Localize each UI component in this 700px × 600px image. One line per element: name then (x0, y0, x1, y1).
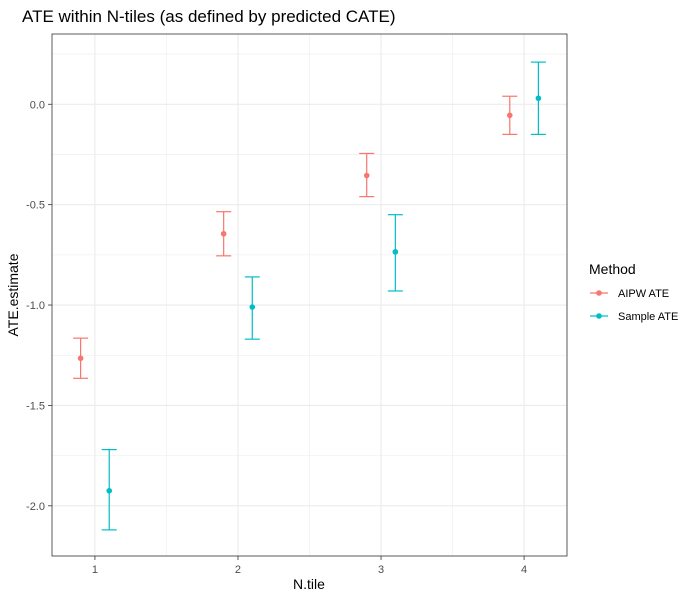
legend-key-point (596, 313, 602, 319)
y-tick-label: -2.0 (26, 501, 45, 513)
series-aipw-ate (73, 95, 518, 379)
x-tick-label: 3 (378, 564, 384, 576)
legend-label: AIPW ATE (618, 288, 669, 300)
y-axis: 0.0 -0.5 -1.0 -1.5 -2.0 (26, 99, 52, 513)
y-tick-label: -0.5 (26, 200, 45, 212)
legend-title: Method (589, 261, 636, 277)
data-point (220, 230, 227, 237)
y-tick-label: -1.5 (26, 400, 45, 412)
data-point (392, 249, 399, 255)
legend-item: Sample ATE (590, 311, 678, 323)
grid-lines (52, 34, 567, 557)
legend-key-point (596, 290, 602, 296)
legend-item: AIPW ATE (590, 288, 669, 300)
series-sample-ate (101, 61, 546, 531)
legend-label: Sample ATE (618, 311, 678, 323)
chart-title: ATE within N-tiles (as defined by predic… (22, 7, 396, 26)
data-point (363, 172, 370, 179)
data-point (249, 304, 256, 310)
x-tick-label: 2 (235, 564, 241, 576)
y-tick-label: -1.0 (26, 300, 45, 312)
data-point (106, 487, 113, 494)
x-axis: 1 2 3 4 (92, 556, 527, 576)
y-axis-title: ATE.estimate (5, 253, 21, 336)
x-tick-label: 1 (92, 564, 98, 576)
legend: Method AIPW ATE Sample ATE (589, 261, 678, 323)
data-point (77, 355, 84, 362)
data-point (535, 95, 542, 102)
x-axis-title: N.tile (293, 576, 325, 592)
x-tick-label: 4 (521, 564, 527, 576)
plot-border (51, 33, 568, 557)
data-marks (73, 61, 546, 531)
y-tick-label: 0.0 (30, 99, 45, 111)
data-point (506, 112, 513, 119)
